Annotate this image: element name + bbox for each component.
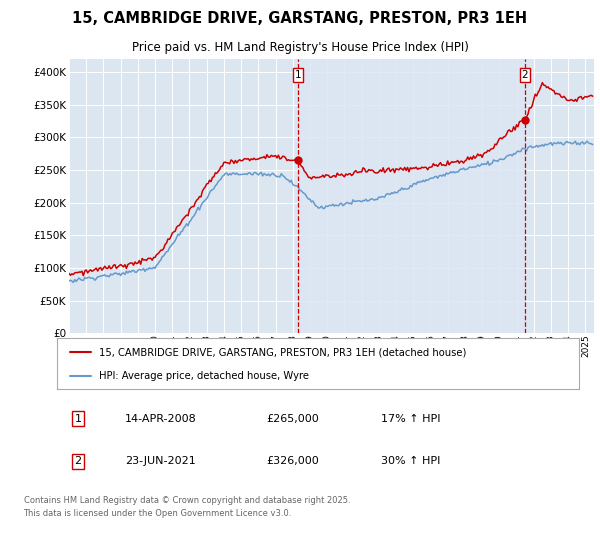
Bar [298,59,525,333]
Text: 1: 1 [74,414,82,424]
Text: Price paid vs. HM Land Registry's House Price Index (HPI): Price paid vs. HM Land Registry's House … [131,41,469,54]
Text: 30% ↑ HPI: 30% ↑ HPI [380,456,440,466]
Text: HPI: Average price, detached house, Wyre: HPI: Average price, detached house, Wyre [99,371,309,381]
Text: 2: 2 [74,456,82,466]
Text: 17% ↑ HPI: 17% ↑ HPI [380,414,440,424]
Text: 2: 2 [521,70,528,80]
Text: 15, CAMBRIDGE DRIVE, GARSTANG, PRESTON, PR3 1EH (detached house): 15, CAMBRIDGE DRIVE, GARSTANG, PRESTON, … [99,347,466,357]
Text: 1: 1 [295,70,301,80]
Text: Contains HM Land Registry data © Crown copyright and database right 2025.
This d: Contains HM Land Registry data © Crown c… [23,496,350,518]
Text: 14-APR-2008: 14-APR-2008 [125,414,197,424]
Text: £265,000: £265,000 [266,414,319,424]
Text: 23-JUN-2021: 23-JUN-2021 [125,456,196,466]
Text: 15, CAMBRIDGE DRIVE, GARSTANG, PRESTON, PR3 1EH: 15, CAMBRIDGE DRIVE, GARSTANG, PRESTON, … [73,11,527,26]
Text: £326,000: £326,000 [266,456,319,466]
